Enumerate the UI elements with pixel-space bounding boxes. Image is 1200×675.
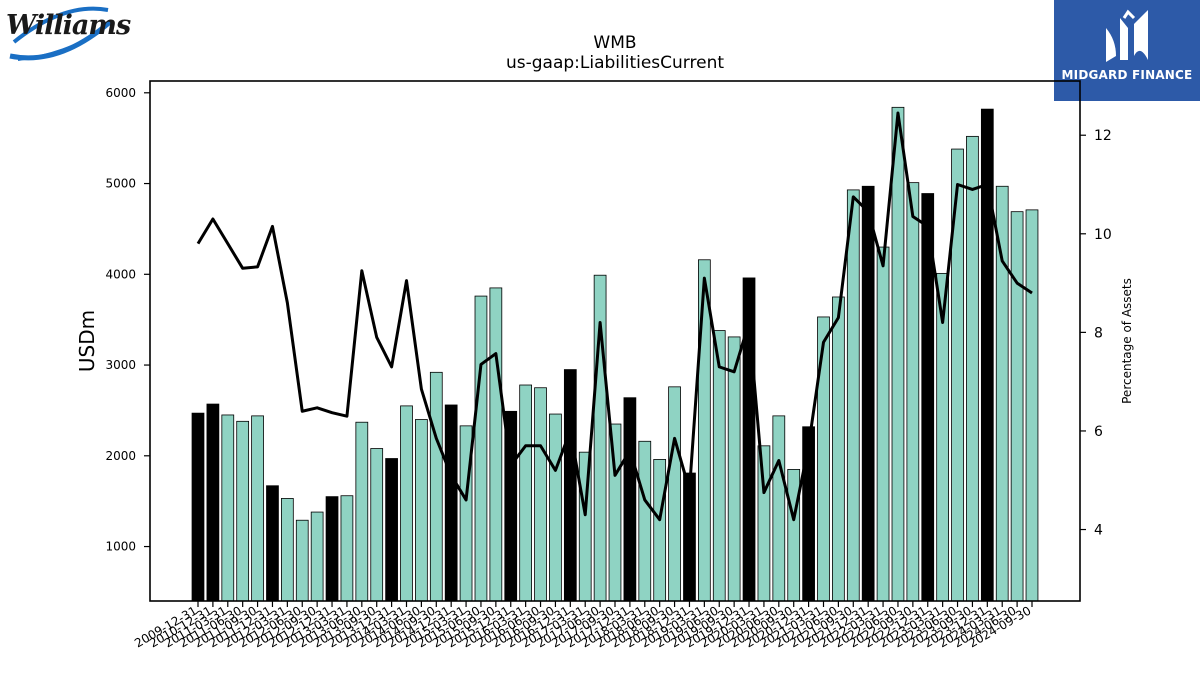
bar-2024-09-30: [1025, 209, 1039, 602]
bar-2012-03-31: [280, 498, 294, 602]
line-group: [196, 111, 1033, 522]
bar-2012-06-30: [295, 519, 309, 602]
bar-2009-12-31: [191, 412, 205, 602]
midgard-logo-text: MIDGARD FINANCE: [1061, 68, 1193, 82]
bar-2024-06-30: [1010, 211, 1024, 602]
bar-2016-09-30: [549, 413, 562, 602]
bar-2024-03-31: [995, 185, 1009, 602]
williams-logo-text: Williams: [6, 10, 131, 41]
y-left-tick-label: 4000: [105, 267, 136, 281]
bar-2011-12-31: [266, 485, 279, 602]
y-axis-left: 1000 2000 3000 4000 5000 6000: [105, 86, 150, 554]
bar-2012-12-31: [325, 496, 339, 602]
bar-2021-03-31: [817, 316, 830, 602]
bar-2018-09-30: [668, 386, 681, 602]
y-left-tick-label: 6000: [105, 86, 136, 100]
bar-2016-06-30: [534, 387, 547, 602]
bar-2013-12-31: [385, 458, 398, 602]
bar-2022-06-30: [891, 106, 905, 602]
y-left-tick-label: 5000: [105, 177, 136, 191]
bar-2018-03-31: [638, 440, 652, 602]
y-right-tick-label: 6: [1094, 424, 1103, 440]
bar-2022-09-30: [906, 182, 920, 602]
bar-2013-03-31: [340, 495, 354, 602]
y-right-tick-label: 12: [1094, 128, 1112, 144]
bar-2021-09-30: [846, 189, 860, 602]
y-right-tick-label: 4: [1094, 523, 1103, 539]
bar-2011-06-30: [236, 420, 250, 602]
bar-2011-09-30: [251, 415, 264, 602]
y-axis-right: 4 6 8 10 12: [1080, 128, 1112, 539]
bar-2019-06-30: [712, 330, 726, 602]
bar-2016-12-31: [563, 369, 577, 602]
x-axis: 2009-12-312010-12-312011-03-312011-06-30…: [132, 601, 1034, 650]
y-right-tick-label: 10: [1094, 227, 1112, 243]
bar-2013-06-30: [355, 421, 369, 602]
bar-2018-12-31: [683, 472, 696, 602]
bar-2013-09-30: [370, 448, 384, 602]
bar-group: [191, 106, 1039, 602]
y-left-tick-label: 3000: [105, 358, 136, 372]
y-axis-right-label: Percentage of Assets: [1120, 278, 1134, 404]
y-axis-left-label: USDm: [75, 310, 99, 372]
bar-2023-09-30: [966, 135, 979, 602]
bar-2021-06-30: [832, 296, 845, 602]
bar-2020-09-30: [787, 469, 801, 602]
bar-2010-12-31: [206, 403, 220, 602]
bar-2016-03-31: [519, 384, 533, 602]
bar-2014-06-30: [415, 419, 428, 602]
y-left-tick-label: 2000: [105, 449, 136, 463]
bar-2017-09-30: [608, 423, 622, 602]
bar-2020-03-31: [757, 445, 771, 602]
bar-2021-12-31: [861, 185, 875, 602]
bar-2023-12-31: [980, 108, 994, 602]
bar-2014-09-30: [429, 371, 443, 602]
williams-logo: Williams: [4, 4, 131, 66]
williams-swoosh-icon: [9, 6, 112, 61]
bar-2015-09-30: [489, 287, 503, 602]
bar-2015-06-30: [474, 295, 488, 602]
bar-2014-12-31: [444, 404, 458, 602]
bar-2020-06-30: [772, 415, 786, 602]
bar-2018-06-30: [653, 459, 667, 602]
bar-2014-03-31: [400, 405, 413, 602]
chart-title-group: WMB us-gaap:LiabilitiesCurrent: [506, 33, 724, 73]
midgard-finance-logo: MIDGARD FINANCE: [1054, 0, 1200, 101]
percentage-of-assets-line: [196, 111, 1033, 522]
bar-2017-12-31: [623, 397, 637, 602]
chart-title: WMB: [593, 33, 636, 53]
bar-2022-03-31: [876, 246, 890, 602]
midgard-mark-icon: [1106, 9, 1148, 62]
y-left-tick-label: 1000: [105, 540, 136, 554]
chart-subtitle: us-gaap:LiabilitiesCurrent: [506, 53, 724, 73]
bar-2011-03-31: [221, 414, 235, 602]
bar-2012-09-30: [310, 511, 324, 602]
bar-2019-09-30: [727, 336, 741, 602]
y-right-tick-label: 8: [1094, 325, 1103, 341]
